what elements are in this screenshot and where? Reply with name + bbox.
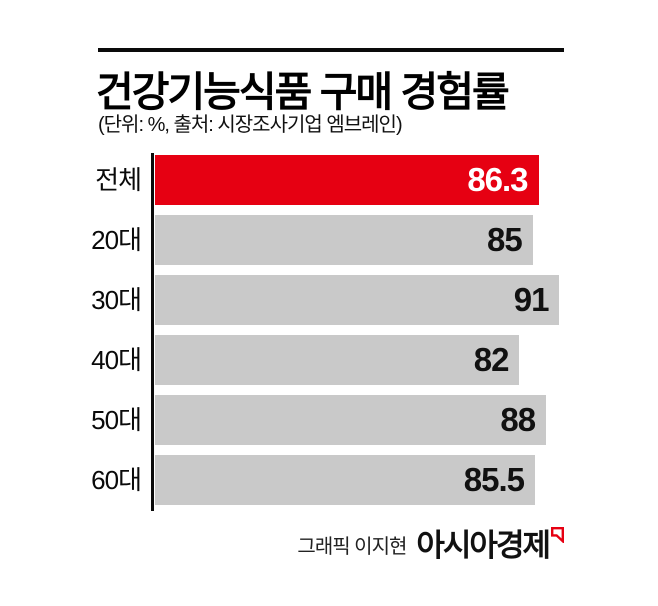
bar-track: 91 xyxy=(155,275,575,325)
page-subtitle: (단위: %, 출처: 시장조사기업 엠브레인) xyxy=(98,114,403,136)
bar-value: 85.5 xyxy=(463,461,525,498)
bar-row: 30대 91 xyxy=(0,275,658,325)
bar-track: 86.3 xyxy=(155,155,575,205)
top-rule-divider xyxy=(98,48,564,52)
bar-track: 82 xyxy=(155,335,575,385)
bar-value: 91 xyxy=(513,281,550,318)
credit-line: 그래픽 이지현 아시아경제 xyxy=(0,521,564,563)
credit-text: 그래픽 이지현 xyxy=(297,536,407,558)
bar-track: 88 xyxy=(155,395,575,445)
bar-track: 85 xyxy=(155,215,575,265)
bar-value: 86.3 xyxy=(467,161,528,198)
category-label: 20대 xyxy=(91,225,142,255)
bar: 82 xyxy=(155,335,520,385)
bar: 91 xyxy=(155,275,560,325)
bar-row: 20대 85 xyxy=(0,215,658,265)
bar-row: 50대 88 xyxy=(0,395,658,445)
bar-row: 전체 86.3 xyxy=(0,155,658,205)
category-label: 50대 xyxy=(91,405,142,435)
bar-value: 82 xyxy=(473,341,510,378)
bar-track: 85.5 xyxy=(155,455,575,505)
bar-row: 40대 82 xyxy=(0,335,658,385)
y-axis-line xyxy=(151,153,154,511)
brand-logo: 아시아경제 xyxy=(416,526,564,563)
bar-value: 85 xyxy=(487,221,523,258)
bar: 85 xyxy=(155,215,533,265)
bar-chart: 전체 86.3 20대 85 30대 91 4 xyxy=(0,152,658,512)
bar-value: 88 xyxy=(500,401,536,438)
bar-row: 60대 85.5 xyxy=(0,455,658,505)
bar: 88 xyxy=(155,395,547,445)
bar: 85.5 xyxy=(155,455,535,505)
page-title: 건강기능식품 구매 경험률 xyxy=(96,69,510,115)
category-label: 전체 xyxy=(95,165,142,195)
category-label: 60대 xyxy=(91,465,142,495)
red-flag-icon xyxy=(551,526,564,543)
category-label: 40대 xyxy=(91,345,142,375)
brand-logo-text: 아시아경제 xyxy=(416,527,551,563)
category-label: 30대 xyxy=(91,285,142,315)
bar: 86.3 xyxy=(155,155,539,205)
